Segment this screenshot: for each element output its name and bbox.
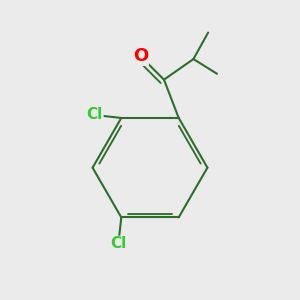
Text: Cl: Cl: [110, 236, 127, 251]
Text: Cl: Cl: [87, 107, 103, 122]
Text: O: O: [133, 47, 148, 65]
